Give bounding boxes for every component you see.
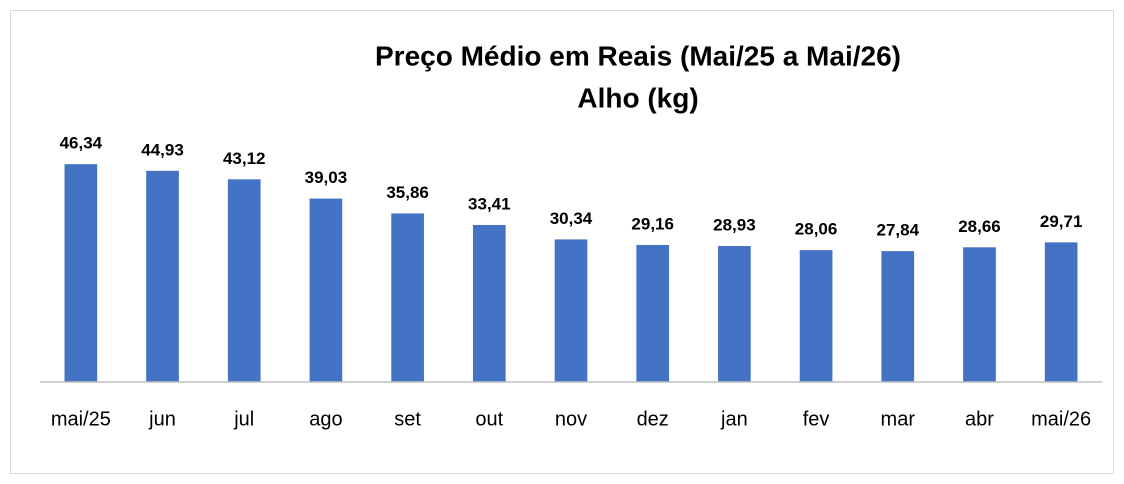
x-tick-label: set <box>394 408 421 430</box>
bar <box>718 246 751 382</box>
value-label: 29,16 <box>631 214 674 233</box>
value-label: 28,06 <box>795 220 838 239</box>
value-label: 35,86 <box>386 183 429 202</box>
x-tick-label: ago <box>309 408 342 430</box>
bar <box>64 164 98 382</box>
value-label: 39,03 <box>305 168 348 187</box>
x-tick-label: mar <box>881 408 916 430</box>
x-tick-label: out <box>475 408 503 430</box>
x-tick-label: mai/26 <box>1031 408 1091 430</box>
x-tick-label: abr <box>965 408 994 430</box>
bar <box>636 244 670 382</box>
value-label: 43,12 <box>223 149 266 168</box>
bar <box>227 179 261 382</box>
value-label: 29,71 <box>1040 212 1083 231</box>
bar <box>963 247 996 382</box>
bar <box>554 239 588 382</box>
value-label: 46,34 <box>60 134 103 153</box>
x-tick-label: jul <box>233 408 254 430</box>
bar <box>472 224 506 382</box>
x-tick-label: fev <box>803 408 830 430</box>
x-tick-label: jan <box>720 408 748 430</box>
bar <box>1044 242 1078 382</box>
value-label: 28,66 <box>958 217 1001 236</box>
x-tick-label: mai/25 <box>51 408 111 430</box>
x-tick-label: dez <box>637 408 669 430</box>
bar <box>146 170 179 382</box>
value-label: 28,93 <box>713 216 756 235</box>
x-tick-label: jun <box>148 408 176 430</box>
value-label: 30,34 <box>550 209 593 228</box>
bar <box>881 251 915 382</box>
chart-title: Preço Médio em Reais (Mai/25 a Mai/26) <box>375 40 901 71</box>
x-tick-label: nov <box>555 408 587 430</box>
chart-subtitle: Alho (kg) <box>577 82 698 113</box>
value-label: 27,84 <box>876 221 919 240</box>
value-label: 33,41 <box>468 194 511 213</box>
bar <box>309 198 343 382</box>
bar <box>391 213 424 382</box>
bar <box>799 250 833 382</box>
value-label: 44,93 <box>141 140 184 159</box>
